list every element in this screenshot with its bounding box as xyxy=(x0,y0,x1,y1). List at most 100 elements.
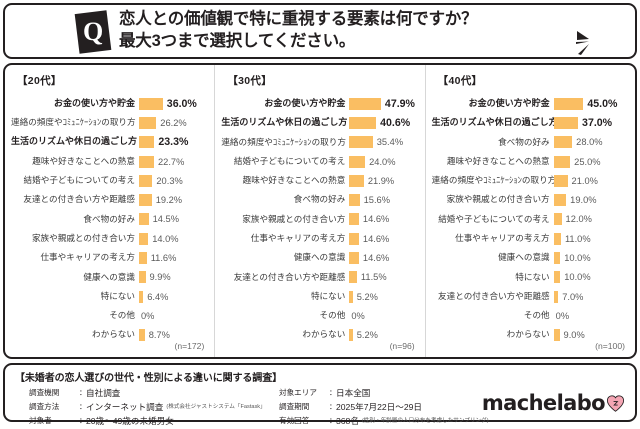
brand-logo-text: machelabo xyxy=(481,391,606,415)
bar-row: わからない 9.0% xyxy=(432,326,627,345)
bar-track: 19.2% xyxy=(139,194,206,207)
bar-fill xyxy=(139,194,152,207)
bar-fill xyxy=(349,213,359,226)
survey-detail-key: 調査方法 xyxy=(29,401,60,411)
survey-detail-value: インターネット調査 xyxy=(86,401,164,412)
bar-value-label: 45.0% xyxy=(587,97,618,110)
question-text: 恋人との価値観で特に重視する要素は何ですか？ 最大3つまで選択してください。 xyxy=(119,9,478,53)
bar-value-label: 12.0% xyxy=(565,214,592,225)
bar-track: 7.0% xyxy=(553,290,627,303)
bar-category-label: 特にない xyxy=(100,290,135,301)
bar-track: 37.0% xyxy=(553,116,627,129)
bar-value-label: 35.4% xyxy=(376,137,404,148)
survey-detail-key: 対象エリア xyxy=(279,388,317,397)
chart-title-30s: 【30代】 xyxy=(227,75,273,87)
bar-category-label: 仕事やキャリアの考え方 xyxy=(40,252,135,263)
bar-category-label: 特にない xyxy=(310,290,346,301)
bar-category-label: お金の使い方や貯金 xyxy=(53,97,135,108)
bar-row: お金の使い方や貯金 47.9% xyxy=(221,94,416,113)
bar-value-label: 10.0% xyxy=(564,253,591,264)
bar-rows-30s: お金の使い方や貯金 47.9% 生活のリズムや休日の過ごし方 40.6% 連絡の頻度やｺ… xyxy=(221,94,416,345)
bar-fill xyxy=(349,232,359,245)
bar-value-label: 8.7% xyxy=(148,330,170,341)
survey-detail-separator: ： xyxy=(79,401,87,411)
bar-track: 14.0% xyxy=(139,232,206,245)
bar-row: 特にない 6.4% xyxy=(11,287,206,306)
bar-fill xyxy=(139,174,153,187)
bar-row: 健康への意識 14.6% xyxy=(221,248,416,267)
bar-value-label: 14.6% xyxy=(362,214,390,225)
bar-fill xyxy=(349,97,381,110)
chart-title-40s: 【40代】 xyxy=(437,75,483,87)
survey-detail-row: 有効回答 ： 368名 (性別・年齢層の人口分布を考慮したサンプリング) xyxy=(279,415,489,429)
bar-fill xyxy=(139,252,147,265)
bar-category-label: 健康への意識 xyxy=(498,252,550,263)
bar-fill xyxy=(553,136,573,149)
bar-value-label: 20.3% xyxy=(156,175,183,186)
bar-value-label: 14.0% xyxy=(152,233,179,244)
bar-row: 連絡の頻度やｺﾐｭﾆｹｰｼｮﾝの取り方 26.2% xyxy=(11,113,206,132)
survey-detail-row: 調査期間 ： 2025年7月22日～29日 xyxy=(279,401,489,415)
bar-value-label: 19.0% xyxy=(570,195,597,206)
bar-value-label: 14.6% xyxy=(362,233,390,244)
bar-value-label: 47.9% xyxy=(384,97,415,110)
bar-track: 28.0% xyxy=(553,136,627,149)
bar-category-label: その他 xyxy=(319,310,346,321)
bar-category-label: 家族や親戚との付き合い方 xyxy=(242,213,346,224)
bar-fill xyxy=(139,213,149,226)
bar-fill xyxy=(139,290,144,303)
survey-details-right: 対象エリア：日本全国 調査期間： 2025年7月22日～29日 有効回答： 368名 (性… xyxy=(279,387,489,429)
bar-row: 家族や親戚との付き合い方 14.6% xyxy=(221,210,416,229)
question-line-2: 最大3つまで選択してください。 xyxy=(119,32,356,50)
bar-category-label: 生活のリズムや休日の過ごし方 xyxy=(431,117,558,127)
survey-title: 【未婚者の恋人選びの世代・性別による違いに関する調査】 xyxy=(15,373,282,384)
bar-category-label: その他 xyxy=(523,310,550,321)
bar-fill xyxy=(349,271,357,284)
bar-fill xyxy=(139,136,155,149)
bar-category-label: 趣味や好きなことへの熱意 xyxy=(32,155,135,166)
bar-row: わからない 5.2% xyxy=(221,326,416,345)
bar-track: 23.3% xyxy=(139,136,206,149)
bar-value-label: 0% xyxy=(555,310,570,321)
bar-track: 14.6% xyxy=(349,232,416,245)
bar-row: その他 0% xyxy=(432,306,627,325)
bar-value-label: 5.2% xyxy=(356,291,378,302)
bar-row: 生活のリズムや休日の過ごし方 23.3% xyxy=(11,133,206,152)
bar-row: その他 0% xyxy=(221,306,416,325)
survey-detail-key: 調査機関 xyxy=(29,388,60,397)
bar-row: 友達との付き合い方や距離感 7.0% xyxy=(432,287,627,306)
survey-detail-value: 20歳～49歳の未婚男女 xyxy=(86,415,174,426)
bar-row: 生活のリズムや休日の過ごし方 37.0% xyxy=(432,113,627,132)
bar-value-label: 11.6% xyxy=(150,253,177,264)
question-header: Q 恋人との価値観で特に重視する要素は何ですか？ 最大3つまで選択してください。 xyxy=(3,3,637,59)
survey-detail-note: (性別・年齢層の人口分布を考慮したサンプリング) xyxy=(361,418,489,425)
sample-size-30s: (n=96) xyxy=(389,341,415,351)
bar-fill xyxy=(553,232,561,245)
bar-value-label: 5.2% xyxy=(356,330,378,341)
bar-category-label: 生活のリズムや休日の過ごし方 xyxy=(11,136,138,147)
survey-detail-separator: ： xyxy=(329,401,337,411)
bar-category-label: わからない xyxy=(506,329,550,340)
bar-value-label: 14.6% xyxy=(362,253,390,264)
bar-value-label: 7.0% xyxy=(562,291,584,302)
bar-category-label: 仕事やキャリアの考え方 xyxy=(250,233,346,243)
bar-row: 結婚や子どもについての考え 12.0% xyxy=(432,210,627,229)
sample-size-40s: (n=100) xyxy=(595,341,625,351)
bar-category-label: お金の使い方や貯金 xyxy=(468,97,550,108)
bar-fill xyxy=(349,290,353,303)
bar-value-label: 21.9% xyxy=(367,175,395,186)
bar-fill xyxy=(553,116,579,129)
bar-row: 友達との付き合い方や距離感 19.2% xyxy=(11,190,206,209)
survey-detail-key: 対象者 xyxy=(29,415,52,425)
survey-detail-value: 2025年7月22日～29日 xyxy=(336,401,422,412)
bar-category-label: その他 xyxy=(109,310,135,321)
bar-value-label: 21.0% xyxy=(571,175,598,186)
bar-fill xyxy=(553,271,561,284)
bar-track: 24.0% xyxy=(349,155,416,168)
bar-row: 連絡の頻度やｺﾐｭﾆｹｰｼｮﾝの取り方 21.0% xyxy=(432,171,627,190)
bar-fill xyxy=(139,329,145,342)
bar-category-label: 特にない xyxy=(515,271,550,282)
bar-value-label: 37.0% xyxy=(582,116,613,129)
bar-category-label: 連絡の頻度やｺﾐｭﾆｹｰｼｮﾝの取り方 xyxy=(431,175,557,186)
bar-fill xyxy=(349,116,377,129)
